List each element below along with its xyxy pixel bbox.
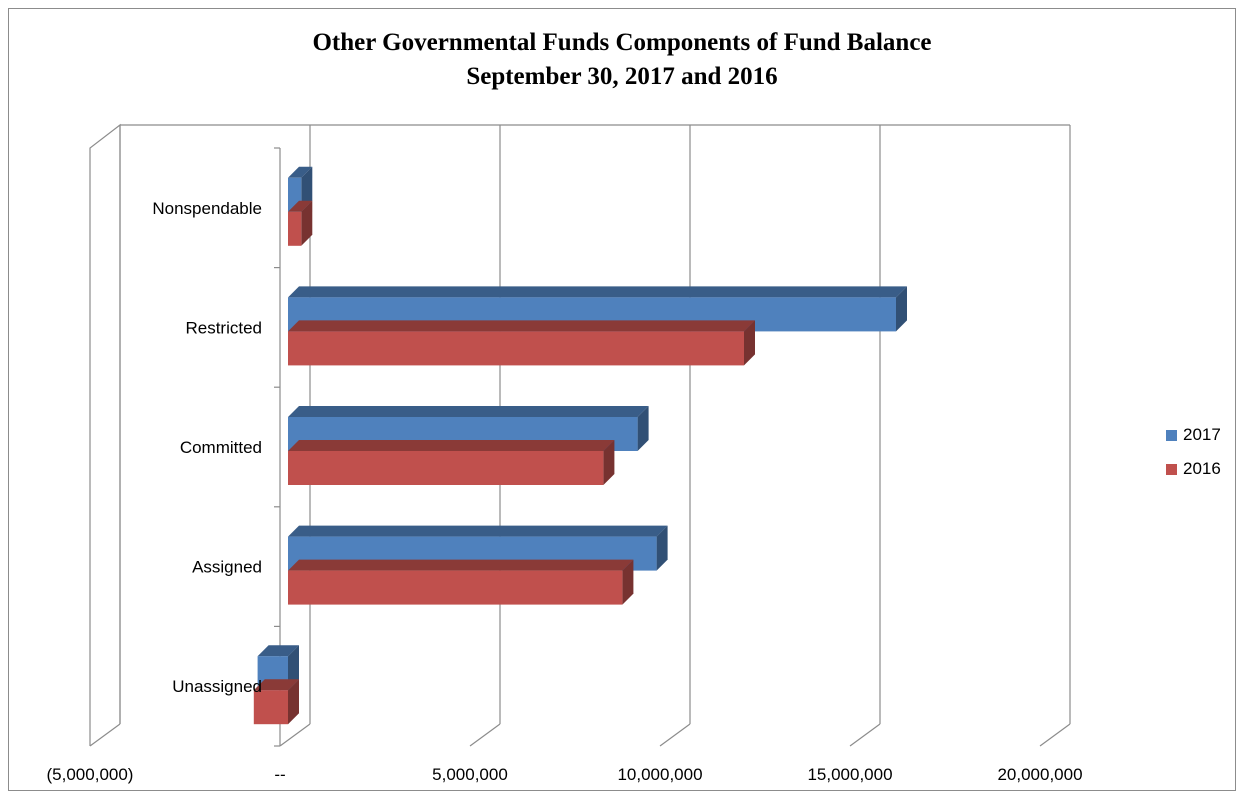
- x-tick-label: 15,000,000: [807, 765, 892, 784]
- legend-item-2017: 2017: [1166, 418, 1221, 452]
- bar-side-face: [656, 525, 668, 571]
- bar-top-face: [288, 320, 755, 332]
- legend-label: 2016: [1183, 459, 1221, 478]
- x-tick-label: --: [274, 765, 285, 784]
- bar-side-face: [744, 320, 755, 366]
- legend-swatch: [1166, 429, 1177, 441]
- bar-top-face: [288, 200, 313, 212]
- chart-title-block: Other Governmental Funds Components of F…: [0, 26, 1244, 94]
- category-label: Restricted: [185, 318, 262, 337]
- bar-2016-unassigned: [253, 690, 288, 725]
- bar-side-face: [288, 645, 299, 691]
- category-label: Committed: [180, 438, 262, 457]
- bar-top-face: [257, 645, 299, 657]
- bar-side-face: [896, 286, 907, 332]
- x-tick-label: 5,000,000: [432, 765, 508, 784]
- bar-top-face: [288, 286, 907, 298]
- bar-side-face: [637, 406, 649, 451]
- bar-2016-restricted: [288, 331, 744, 366]
- chart-title: Other Governmental Funds Components of F…: [312, 29, 932, 56]
- floor-gridline: [279, 723, 311, 747]
- bar-2016-nonspendable: [288, 211, 302, 246]
- chart-frame: [8, 8, 1236, 791]
- bar-top-face: [288, 525, 668, 537]
- bar-top-face: [288, 166, 313, 178]
- floor-gridline: [89, 723, 121, 747]
- x-tick-label: 20,000,000: [997, 765, 1082, 784]
- category-label: Nonspendable: [152, 199, 262, 218]
- x-tick-label: (5,000,000): [47, 765, 134, 784]
- bar-top-face: [288, 559, 634, 571]
- bar-side-face: [603, 440, 615, 485]
- bar-top-face: [253, 679, 299, 691]
- legend-item-2016: 2016: [1166, 452, 1221, 486]
- legend-label: 2017: [1183, 425, 1221, 444]
- chart-subtitle: September 30, 2017 and 2016: [466, 63, 778, 90]
- bar-side-face: [301, 200, 313, 246]
- category-label: Assigned: [192, 558, 262, 577]
- bar-top-face: [288, 440, 615, 451]
- bar-top-face: [288, 406, 649, 417]
- floor-gridline: [469, 723, 501, 747]
- bar-side-face: [301, 166, 313, 212]
- chart-legend: 2017 2016: [1166, 418, 1221, 486]
- floor-gridline: [1039, 723, 1071, 747]
- side-wall: [89, 123, 121, 746]
- bar-2016-assigned: [288, 570, 623, 605]
- bar-side-face: [622, 559, 634, 605]
- x-tick-label: 10,000,000: [617, 765, 702, 784]
- floor-gridline: [849, 723, 881, 747]
- category-label: Unassigned: [172, 677, 262, 696]
- legend-swatch: [1166, 463, 1177, 475]
- bar-2016-committed: [288, 451, 604, 485]
- floor-gridline: [659, 723, 691, 747]
- bar-side-face: [288, 679, 299, 725]
